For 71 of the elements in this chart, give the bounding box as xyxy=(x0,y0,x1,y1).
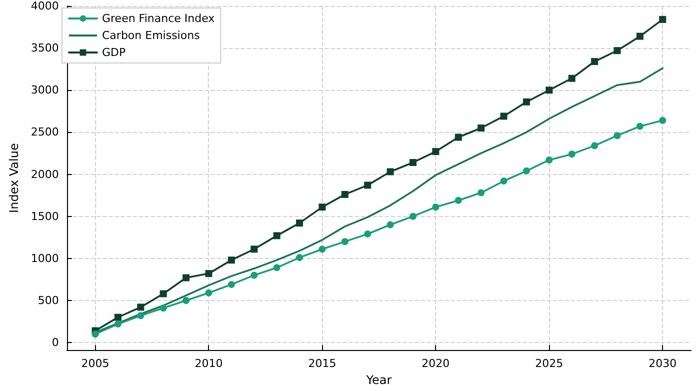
point xyxy=(614,47,621,54)
y-axis-title: Index Value xyxy=(7,143,21,213)
point xyxy=(386,221,394,228)
point xyxy=(182,296,190,304)
point xyxy=(500,112,508,120)
point xyxy=(636,122,644,130)
y-tick-label: 1000 xyxy=(30,252,59,265)
point xyxy=(296,254,304,262)
point xyxy=(500,177,508,184)
point xyxy=(364,182,372,189)
point xyxy=(432,204,440,211)
point xyxy=(228,280,235,288)
point xyxy=(250,246,258,253)
point xyxy=(546,156,553,164)
point xyxy=(250,272,258,279)
point xyxy=(137,312,144,320)
point xyxy=(568,150,576,158)
point xyxy=(409,212,416,220)
point xyxy=(591,58,598,66)
point xyxy=(522,167,530,174)
legend-label: Carbon Emissions xyxy=(102,29,200,42)
y-tick-label: 4000 xyxy=(30,0,59,12)
point xyxy=(636,32,644,40)
point xyxy=(92,330,99,338)
point xyxy=(546,86,553,94)
point xyxy=(478,189,485,196)
legend-label: Green Finance Index xyxy=(102,12,216,25)
point xyxy=(273,232,280,240)
x-tick-label: 2015 xyxy=(308,357,336,370)
point xyxy=(386,168,394,176)
point xyxy=(364,230,372,238)
point xyxy=(454,196,462,204)
x-axis-title: Year xyxy=(365,373,392,387)
point xyxy=(432,148,440,156)
point xyxy=(478,124,485,132)
point xyxy=(409,158,416,166)
point xyxy=(591,142,598,150)
x-tick-label: 2010 xyxy=(194,357,223,370)
point xyxy=(568,74,576,82)
point xyxy=(522,98,530,106)
point xyxy=(659,116,666,124)
point xyxy=(160,304,167,312)
point xyxy=(273,264,280,272)
y-tick-label: 0 xyxy=(52,336,59,350)
point xyxy=(137,304,144,311)
x-tick-label: 2030 xyxy=(648,357,677,370)
point xyxy=(228,256,235,264)
point xyxy=(114,314,122,321)
legend-label: GDP xyxy=(102,46,126,59)
y-tick-label: 3500 xyxy=(30,42,59,55)
y-tick-label: 2500 xyxy=(30,126,59,139)
point xyxy=(182,274,190,282)
x-tick-label: 2005 xyxy=(81,357,110,370)
y-tick-label: 500 xyxy=(38,294,59,307)
y-tick-label: 3000 xyxy=(30,84,59,97)
point xyxy=(659,16,666,23)
point xyxy=(114,320,122,328)
point xyxy=(614,132,621,140)
point xyxy=(341,190,348,198)
point xyxy=(160,290,167,298)
point xyxy=(318,246,326,253)
y-tick-label: 1500 xyxy=(30,210,59,223)
point xyxy=(454,134,462,141)
point xyxy=(296,220,304,227)
point xyxy=(205,289,212,296)
x-tick-label: 2025 xyxy=(535,357,564,370)
point xyxy=(318,204,326,211)
y-tick-label: 2000 xyxy=(30,168,59,181)
x-tick-label: 2020 xyxy=(422,357,450,370)
point xyxy=(341,238,348,246)
point xyxy=(205,270,212,278)
